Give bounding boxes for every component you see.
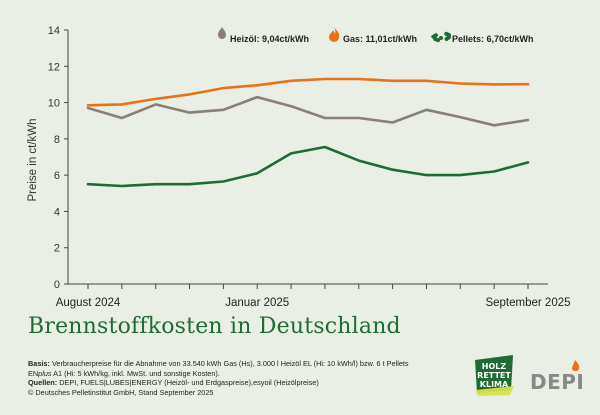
y-tick-label: 2 (54, 243, 60, 255)
x-tick-label: Januar 2025 (225, 297, 289, 309)
legend-item-heizoel: Heizöl: 9,04ct/kWh (218, 27, 309, 44)
basis-text-1: Verbraucherpreise für die Abnahme von 33… (51, 359, 409, 368)
x-tick-label: August 2024 (56, 297, 121, 309)
y-tick-label: 0 (54, 279, 60, 291)
basis-text-2c: A1 (Hi: 5 kWh/kg, inkl. MwSt. und sonsti… (51, 368, 220, 378)
y-tick-label: 14 (48, 25, 60, 37)
x-axis: August 2024 Januar 2025 September 2025 (56, 283, 571, 309)
y-tick-label: 8 (54, 134, 60, 146)
legend-item-pellets: Pellets: 6,70ct/kWh (431, 31, 534, 44)
basis-note-line2: ENplus A1 (Hi: 5 kWh/kg, inkl. MwSt. und… (28, 369, 468, 379)
y-axis-label: Preise in ct/kWh (27, 118, 39, 201)
legend: Heizöl: 9,04ct/kWh Gas: 11,01ct/kWh Pell… (218, 27, 534, 44)
copyright-note: © Deutsches Pelletinstitut GmbH, Stand S… (28, 387, 214, 397)
page-title: Brennstoffkosten in Deutschland (28, 314, 401, 339)
depi-flame-icon (572, 360, 580, 372)
sources-note: Quellen: DEPI, FUELS|LUBES|ENERGY (Heizö… (28, 378, 468, 388)
y-axis: 0 2 4 6 8 10 12 14 (48, 25, 69, 291)
legend-item-gas: Gas: 11,01ct/kWh (329, 27, 417, 44)
series-lines (86, 77, 530, 188)
depi-logo: DEPI (530, 370, 585, 394)
x-tick-label: September 2025 (485, 297, 570, 309)
price-line-chart: 0 2 4 6 8 10 12 14 August 2024 Januar 2025 Septem… (27, 25, 571, 309)
footnotes: Basis: Verbraucherpreise für die Abnahme… (28, 359, 468, 397)
holz-rettet-klima-logo: HOLZ RETTET KLIMA (475, 355, 514, 396)
basis-text-2b: plus (38, 368, 52, 378)
sources-text: DEPI, FUELS|LUBES|ENERGY (Heizöl- und Er… (59, 378, 319, 388)
legend-label-gas: Gas: 11,01ct/kWh (343, 34, 417, 44)
svg-text:RETTET: RETTET (477, 371, 511, 380)
series-line-2 (86, 145, 530, 188)
legend-label-heizoel: Heizöl: 9,04ct/kWh (230, 34, 309, 44)
basis-note: Basis: Verbraucherpreise für die Abnahme… (28, 359, 468, 369)
svg-text:KLIMA: KLIMA (480, 380, 509, 389)
legend-label-pellets: Pellets: 6,70ct/kWh (452, 34, 534, 44)
pellets-icon (431, 31, 452, 43)
series-line-1 (86, 77, 530, 107)
basis-label: Basis: (28, 359, 50, 368)
basis-text-2a: EN (28, 368, 39, 378)
sources-label: Quellen: (28, 378, 58, 388)
y-tick-label: 6 (54, 170, 60, 182)
y-tick-label: 12 (48, 61, 60, 73)
oil-drop-icon (218, 27, 226, 39)
flame-icon (329, 27, 340, 42)
y-tick-label: 10 (48, 98, 60, 110)
y-tick-label: 4 (54, 206, 60, 218)
series-line-0 (86, 95, 530, 127)
svg-text:HOLZ: HOLZ (482, 362, 507, 371)
